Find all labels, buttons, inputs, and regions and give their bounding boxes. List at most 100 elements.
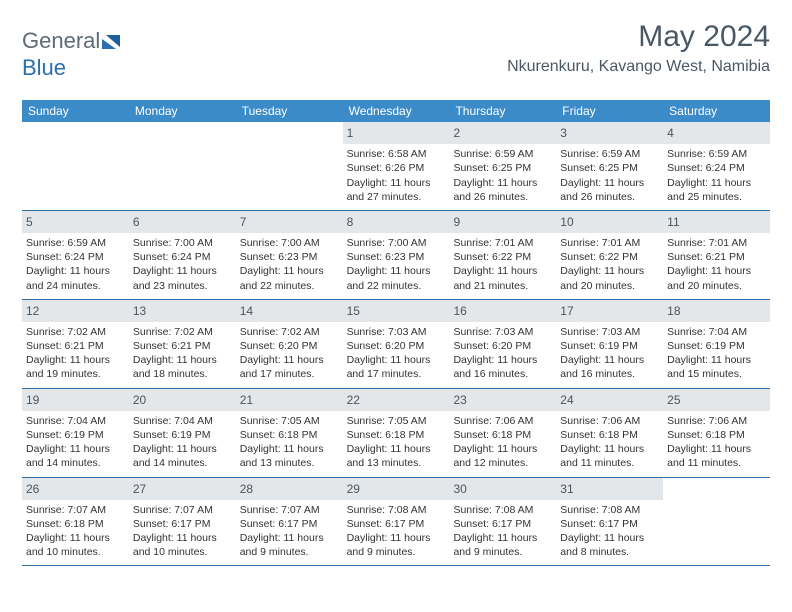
sunset-text: Sunset: 6:17 PM	[453, 517, 552, 531]
sunrise-text: Sunrise: 7:08 AM	[453, 503, 552, 517]
day-header: Wednesday	[343, 100, 450, 122]
logo-text-general: General	[22, 28, 100, 53]
daylight-text: Daylight: 11 hours and 13 minutes.	[347, 442, 446, 470]
sunrise-text: Sunrise: 7:04 AM	[667, 325, 766, 339]
sunrise-text: Sunrise: 7:06 AM	[453, 414, 552, 428]
calendar-cell: 4Sunrise: 6:59 AMSunset: 6:24 PMDaylight…	[663, 122, 770, 210]
day-number: 22	[343, 389, 450, 411]
day-header: Monday	[129, 100, 236, 122]
sunset-text: Sunset: 6:19 PM	[133, 428, 232, 442]
day-number: 3	[556, 122, 663, 144]
page-title: May 2024	[507, 20, 770, 54]
sunrise-text: Sunrise: 7:01 AM	[453, 236, 552, 250]
sunrise-text: Sunrise: 7:04 AM	[26, 414, 125, 428]
day-number: 25	[663, 389, 770, 411]
logo-text-blue: Blue	[22, 55, 66, 80]
calendar-cell: 12Sunrise: 7:02 AMSunset: 6:21 PMDayligh…	[22, 300, 129, 388]
sunset-text: Sunset: 6:20 PM	[453, 339, 552, 353]
sunset-text: Sunset: 6:18 PM	[240, 428, 339, 442]
sunrise-text: Sunrise: 7:02 AM	[26, 325, 125, 339]
day-header: Saturday	[663, 100, 770, 122]
day-number: 5	[22, 211, 129, 233]
daylight-text: Daylight: 11 hours and 16 minutes.	[560, 353, 659, 381]
sunset-text: Sunset: 6:19 PM	[667, 339, 766, 353]
sunset-text: Sunset: 6:20 PM	[240, 339, 339, 353]
daylight-text: Daylight: 11 hours and 17 minutes.	[240, 353, 339, 381]
sunrise-text: Sunrise: 7:00 AM	[133, 236, 232, 250]
calendar-week: 19Sunrise: 7:04 AMSunset: 6:19 PMDayligh…	[22, 389, 770, 478]
calendar-week: 1Sunrise: 6:58 AMSunset: 6:26 PMDaylight…	[22, 122, 770, 211]
sunrise-text: Sunrise: 7:07 AM	[133, 503, 232, 517]
calendar-body: 1Sunrise: 6:58 AMSunset: 6:26 PMDaylight…	[22, 122, 770, 566]
sunset-text: Sunset: 6:17 PM	[240, 517, 339, 531]
sunrise-text: Sunrise: 7:08 AM	[347, 503, 446, 517]
calendar-cell	[236, 122, 343, 210]
calendar-cell: 29Sunrise: 7:08 AMSunset: 6:17 PMDayligh…	[343, 478, 450, 566]
daylight-text: Daylight: 11 hours and 24 minutes.	[26, 264, 125, 292]
sunrise-text: Sunrise: 7:00 AM	[347, 236, 446, 250]
daylight-text: Daylight: 11 hours and 22 minutes.	[240, 264, 339, 292]
sunrise-text: Sunrise: 7:02 AM	[240, 325, 339, 339]
sunset-text: Sunset: 6:25 PM	[453, 161, 552, 175]
sunset-text: Sunset: 6:18 PM	[667, 428, 766, 442]
calendar-cell: 20Sunrise: 7:04 AMSunset: 6:19 PMDayligh…	[129, 389, 236, 477]
sunrise-text: Sunrise: 7:07 AM	[240, 503, 339, 517]
location-text: Nkurenkuru, Kavango West, Namibia	[507, 58, 770, 76]
daylight-text: Daylight: 11 hours and 26 minutes.	[453, 176, 552, 204]
day-number: 28	[236, 478, 343, 500]
sunrise-text: Sunrise: 7:03 AM	[347, 325, 446, 339]
sunrise-text: Sunrise: 7:07 AM	[26, 503, 125, 517]
sunrise-text: Sunrise: 7:05 AM	[347, 414, 446, 428]
daylight-text: Daylight: 11 hours and 25 minutes.	[667, 176, 766, 204]
sunrise-text: Sunrise: 7:05 AM	[240, 414, 339, 428]
calendar-cell: 11Sunrise: 7:01 AMSunset: 6:21 PMDayligh…	[663, 211, 770, 299]
day-number: 21	[236, 389, 343, 411]
sunset-text: Sunset: 6:19 PM	[26, 428, 125, 442]
sunrise-text: Sunrise: 7:06 AM	[667, 414, 766, 428]
sunrise-text: Sunrise: 7:01 AM	[560, 236, 659, 250]
calendar-cell: 25Sunrise: 7:06 AMSunset: 6:18 PMDayligh…	[663, 389, 770, 477]
day-number: 23	[449, 389, 556, 411]
day-number: 12	[22, 300, 129, 322]
sunset-text: Sunset: 6:23 PM	[240, 250, 339, 264]
daylight-text: Daylight: 11 hours and 9 minutes.	[453, 531, 552, 559]
logo: General Blue	[22, 28, 122, 81]
sunset-text: Sunset: 6:21 PM	[26, 339, 125, 353]
calendar-cell: 26Sunrise: 7:07 AMSunset: 6:18 PMDayligh…	[22, 478, 129, 566]
sunrise-text: Sunrise: 6:59 AM	[667, 147, 766, 161]
sunset-text: Sunset: 6:17 PM	[133, 517, 232, 531]
day-number: 11	[663, 211, 770, 233]
day-number: 2	[449, 122, 556, 144]
calendar-cell: 19Sunrise: 7:04 AMSunset: 6:19 PMDayligh…	[22, 389, 129, 477]
day-number: 16	[449, 300, 556, 322]
day-number: 8	[343, 211, 450, 233]
daylight-text: Daylight: 11 hours and 13 minutes.	[240, 442, 339, 470]
calendar-cell: 27Sunrise: 7:07 AMSunset: 6:17 PMDayligh…	[129, 478, 236, 566]
calendar-week: 5Sunrise: 6:59 AMSunset: 6:24 PMDaylight…	[22, 211, 770, 300]
calendar-cell	[129, 122, 236, 210]
day-number: 13	[129, 300, 236, 322]
daylight-text: Daylight: 11 hours and 20 minutes.	[560, 264, 659, 292]
day-number: 10	[556, 211, 663, 233]
day-header: Friday	[556, 100, 663, 122]
calendar-cell	[22, 122, 129, 210]
sunset-text: Sunset: 6:20 PM	[347, 339, 446, 353]
day-number: 14	[236, 300, 343, 322]
logo-mark-icon	[102, 29, 122, 55]
daylight-text: Daylight: 11 hours and 10 minutes.	[26, 531, 125, 559]
calendar-cell: 10Sunrise: 7:01 AMSunset: 6:22 PMDayligh…	[556, 211, 663, 299]
sunset-text: Sunset: 6:24 PM	[26, 250, 125, 264]
day-header: Thursday	[449, 100, 556, 122]
daylight-text: Daylight: 11 hours and 26 minutes.	[560, 176, 659, 204]
calendar-cell: 28Sunrise: 7:07 AMSunset: 6:17 PMDayligh…	[236, 478, 343, 566]
calendar-cell	[663, 478, 770, 566]
day-number: 20	[129, 389, 236, 411]
daylight-text: Daylight: 11 hours and 14 minutes.	[133, 442, 232, 470]
sunrise-text: Sunrise: 6:58 AM	[347, 147, 446, 161]
sunrise-text: Sunrise: 7:00 AM	[240, 236, 339, 250]
day-number: 9	[449, 211, 556, 233]
day-number: 15	[343, 300, 450, 322]
daylight-text: Daylight: 11 hours and 15 minutes.	[667, 353, 766, 381]
day-number: 31	[556, 478, 663, 500]
calendar-cell: 23Sunrise: 7:06 AMSunset: 6:18 PMDayligh…	[449, 389, 556, 477]
